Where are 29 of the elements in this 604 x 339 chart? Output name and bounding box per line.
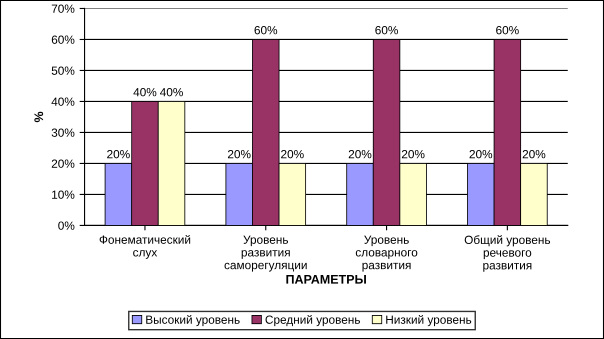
y-axis-title: % bbox=[34, 112, 44, 122]
data-label: 40% bbox=[160, 88, 183, 96]
x-tick-label: Уровень словарного развития bbox=[356, 236, 418, 272]
data-label: 20% bbox=[470, 150, 492, 158]
legend-label: Высокий уровень bbox=[146, 314, 240, 326]
y-tick-label: 50% bbox=[52, 66, 74, 75]
data-label: 40% bbox=[133, 88, 156, 96]
y-tick-label: 40% bbox=[51, 97, 74, 106]
y-tick-label: 30% bbox=[52, 128, 74, 137]
legend-label: Средний уровень bbox=[266, 314, 360, 326]
data-label: 20% bbox=[281, 150, 304, 158]
data-label: 20% bbox=[522, 150, 546, 158]
x-tick-label: Общий уровень речевого развития bbox=[464, 235, 550, 272]
data-label: 60% bbox=[496, 26, 519, 34]
x-tick-label: Фонематический слух bbox=[100, 234, 190, 259]
data-label: 20% bbox=[228, 150, 251, 158]
legend-label: Низкий уровень bbox=[386, 314, 472, 326]
x-axis-title: ПАРАМЕТРЫ bbox=[286, 275, 366, 284]
y-tick-label: 60% bbox=[52, 36, 74, 44]
data-label: 20% bbox=[107, 150, 130, 158]
y-tick-label: 70% bbox=[52, 4, 74, 13]
data-label: 20% bbox=[402, 150, 425, 158]
data-label: 60% bbox=[375, 26, 398, 34]
y-tick-label: 10% bbox=[52, 190, 74, 199]
y-tick-label: 20% bbox=[52, 159, 74, 168]
x-tick-label: Уровень развития саморегуляции bbox=[224, 236, 307, 272]
data-label: 60% bbox=[254, 26, 278, 34]
y-tick-label: 0% bbox=[58, 221, 74, 230]
data-label: 20% bbox=[348, 150, 372, 158]
